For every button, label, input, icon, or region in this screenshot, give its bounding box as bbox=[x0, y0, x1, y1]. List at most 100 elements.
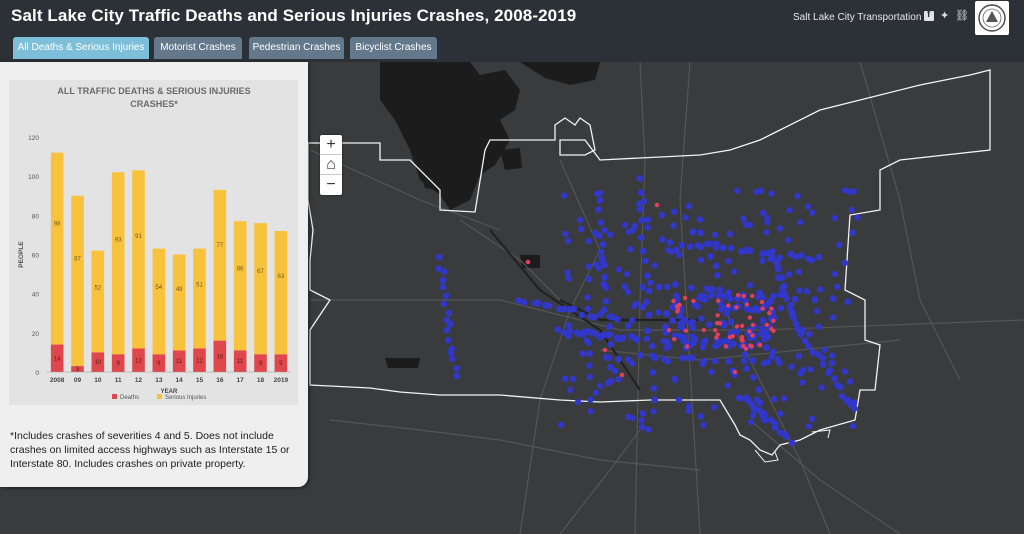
crash-point bbox=[723, 310, 730, 317]
crash-point bbox=[682, 214, 689, 221]
bar-serious-injuries bbox=[274, 231, 288, 355]
crash-heat-layer bbox=[435, 175, 861, 447]
crash-point bbox=[601, 273, 608, 281]
crash-point bbox=[675, 396, 683, 403]
crash-point bbox=[598, 248, 605, 256]
crash-point bbox=[734, 187, 741, 194]
crash-point bbox=[807, 366, 814, 373]
crash-point bbox=[699, 360, 706, 368]
data-label-deaths: 10 bbox=[94, 360, 101, 366]
crash-point bbox=[714, 292, 722, 299]
tab-pedestrian-crashes[interactable]: Pedestrian Crashes bbox=[249, 37, 344, 59]
crash-point bbox=[642, 257, 649, 265]
crash-point bbox=[726, 295, 734, 303]
facebook-icon[interactable] bbox=[924, 9, 934, 21]
crash-point bbox=[740, 343, 746, 349]
basemap bbox=[307, 62, 1024, 534]
data-label-serious-injuries: 66 bbox=[237, 266, 244, 272]
crash-point bbox=[638, 217, 646, 224]
crash-point bbox=[744, 302, 750, 307]
crash-point bbox=[631, 222, 639, 229]
crash-point bbox=[759, 299, 765, 305]
data-label-serious-injuries: 98 bbox=[54, 222, 61, 228]
zoom-in-button[interactable]: + bbox=[320, 135, 342, 155]
crash-point bbox=[771, 328, 776, 333]
crash-point bbox=[698, 315, 705, 322]
crash-point bbox=[764, 322, 769, 328]
y-tick-label: 20 bbox=[32, 331, 40, 338]
crash-point bbox=[557, 421, 565, 428]
crash-point bbox=[574, 398, 582, 406]
crash-point bbox=[644, 224, 651, 231]
crash-point bbox=[442, 292, 450, 300]
crash-point bbox=[570, 305, 578, 313]
tab-all-deaths-serious-injuries[interactable]: All Deaths & Serious Injuries bbox=[13, 37, 149, 59]
crash-point bbox=[645, 287, 653, 295]
crash-point bbox=[597, 219, 605, 226]
crash-point bbox=[671, 298, 676, 304]
crash-point bbox=[624, 288, 631, 296]
tab-motorist-crashes[interactable]: Motorist Crashes bbox=[154, 37, 242, 59]
crash-point bbox=[602, 297, 610, 305]
crash-point bbox=[651, 262, 658, 269]
crash-point bbox=[615, 266, 622, 273]
crash-point bbox=[776, 410, 784, 417]
crash-point bbox=[849, 229, 856, 236]
crash-point bbox=[655, 283, 663, 291]
crash-point bbox=[836, 241, 843, 249]
crash-point bbox=[607, 341, 615, 348]
data-label-serious-injuries: 49 bbox=[176, 287, 183, 293]
bar-serious-injuries bbox=[254, 223, 267, 355]
crash-point bbox=[440, 268, 448, 275]
crash-point bbox=[694, 242, 701, 249]
crash-point bbox=[678, 354, 686, 362]
crash-point bbox=[726, 230, 734, 238]
crash-point bbox=[754, 396, 761, 403]
crash-point bbox=[669, 317, 676, 324]
crash-point bbox=[778, 285, 786, 292]
crash-point bbox=[444, 337, 452, 344]
crash-point bbox=[697, 256, 705, 264]
crash-point bbox=[825, 369, 832, 377]
crash-point bbox=[834, 283, 841, 291]
crash-point bbox=[587, 396, 594, 403]
crash-point bbox=[784, 236, 792, 244]
bar-deaths bbox=[50, 344, 64, 372]
home-icon[interactable]: ⌂ bbox=[320, 155, 342, 175]
crash-point bbox=[806, 331, 813, 338]
crash-point bbox=[821, 346, 829, 353]
crash-point bbox=[597, 310, 605, 318]
crash-point bbox=[578, 225, 585, 232]
twitter-icon[interactable]: ✦ bbox=[940, 10, 950, 22]
bar-serious-injuries bbox=[172, 254, 186, 351]
crash-point bbox=[706, 321, 713, 328]
crash-point bbox=[749, 412, 757, 419]
crash-point bbox=[685, 403, 693, 410]
crash-point bbox=[707, 292, 715, 299]
crash-point bbox=[672, 337, 677, 342]
crash-point bbox=[797, 330, 804, 338]
bar-serious-injuries bbox=[152, 248, 166, 355]
org-link[interactable]: Salt Lake City Transportation bbox=[793, 12, 922, 23]
crash-point bbox=[440, 300, 448, 308]
crash-point bbox=[636, 175, 644, 182]
crash-point bbox=[608, 313, 616, 321]
crash-point bbox=[650, 384, 658, 392]
crash-point bbox=[796, 287, 803, 294]
tab-bicyclist-crashes[interactable]: Bicyclist Crashes bbox=[350, 37, 437, 59]
crash-point bbox=[841, 259, 848, 267]
crash-point bbox=[697, 229, 705, 237]
crash-point bbox=[727, 244, 735, 252]
crash-point bbox=[777, 304, 785, 312]
crash-point bbox=[562, 230, 569, 237]
crash-point bbox=[734, 324, 740, 329]
crash-point bbox=[836, 383, 844, 391]
crash-point bbox=[710, 404, 718, 411]
zoom-out-button[interactable]: − bbox=[326, 176, 336, 193]
link-icon[interactable]: ⛓ bbox=[955, 10, 969, 22]
bar-deaths bbox=[213, 340, 227, 372]
crash-point bbox=[854, 214, 861, 221]
crash-point bbox=[650, 408, 657, 415]
x-tick-label: 2019 bbox=[274, 377, 289, 384]
bar-serious-injuries bbox=[213, 189, 227, 341]
